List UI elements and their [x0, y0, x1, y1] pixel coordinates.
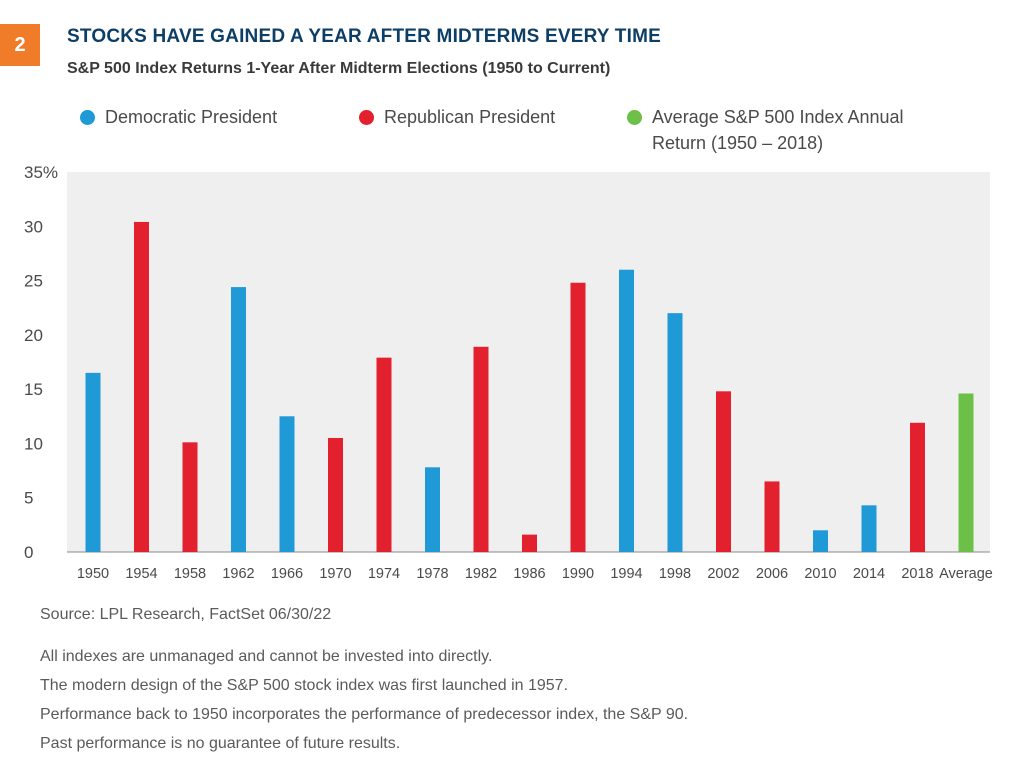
bar-1974 — [376, 357, 392, 552]
legend: Democratic President Republican Presiden… — [0, 104, 1024, 164]
chart-title: STOCKS HAVE GAINED A YEAR AFTER MIDTERMS… — [67, 26, 661, 47]
bar-chart: 35% 30 25 20 15 10 5 0 1950 1954 1958 1962 1966 1970 1… — [24, 163, 993, 582]
x-tick-label: 1982 — [465, 566, 497, 582]
bar-1990 — [570, 282, 586, 552]
bar-1950 — [85, 372, 101, 552]
x-tick-label: 1974 — [368, 566, 400, 582]
chart-number-badge: 2 — [0, 24, 40, 66]
x-tick-label: 1958 — [174, 566, 206, 582]
bar-1994 — [619, 269, 634, 552]
x-tick-label: 1994 — [610, 566, 642, 582]
legend-item-republican: Republican President — [359, 104, 555, 130]
x-tick-label: 1978 — [416, 566, 448, 582]
legend-label-average: Average S&P 500 Index Annual Return (195… — [652, 107, 904, 153]
legend-item-average: Average S&P 500 Index Annual Return (195… — [627, 104, 904, 156]
legend-swatch-democratic — [80, 110, 95, 125]
bar-2006 — [764, 481, 780, 552]
footnote: All indexes are unmanaged and cannot be … — [40, 648, 493, 665]
y-tick-label: 15 — [24, 380, 43, 399]
bar-1998 — [667, 313, 683, 552]
bar-2010 — [813, 530, 828, 552]
bar-2018 — [910, 422, 925, 552]
plot-background — [67, 172, 990, 552]
x-tick-label: 1954 — [125, 566, 157, 582]
chart-area: 35% 30 25 20 15 10 5 0 1950 1954 1958 1962 1966 1970 1… — [0, 160, 1024, 590]
x-tick-label: 1970 — [319, 566, 351, 582]
x-tick-label: 1986 — [513, 566, 545, 582]
x-tick-label: Average — [939, 566, 993, 582]
x-tick-label: 2002 — [707, 566, 739, 582]
bar-1970 — [328, 438, 343, 552]
bar-1986 — [522, 534, 537, 552]
legend-label-republican: Republican President — [384, 107, 556, 127]
x-tick-label: 2010 — [804, 566, 836, 582]
x-tick-label: 1962 — [222, 566, 254, 582]
y-tick-label: 25 — [24, 272, 43, 291]
bar-average — [958, 393, 974, 552]
x-tick-label: 1998 — [659, 566, 691, 582]
bar-1978 — [425, 467, 440, 552]
legend-swatch-republican — [359, 110, 374, 125]
chart-subtitle: S&P 500 Index Returns 1-Year After Midte… — [67, 60, 611, 77]
footnote: The modern design of the S&P 500 stock i… — [40, 677, 569, 694]
y-tick-label: 0 — [24, 543, 33, 562]
x-tick-label: 2014 — [853, 566, 885, 582]
bar-1962 — [231, 287, 246, 552]
bar-1958 — [182, 442, 198, 552]
y-tick-label: 35% — [24, 163, 58, 182]
legend-label-democratic: Democratic President — [105, 107, 278, 127]
bar-2014 — [861, 505, 877, 552]
footnote: Performance back to 1950 incorporates th… — [40, 706, 689, 723]
x-tick-label: 1990 — [562, 566, 594, 582]
bar-1954 — [134, 221, 149, 552]
footnote: Past performance is no guarantee of futu… — [40, 735, 401, 752]
y-tick-label: 30 — [24, 217, 43, 236]
x-tick-label: 2018 — [901, 566, 933, 582]
bar-1982 — [473, 346, 489, 552]
y-tick-label: 10 — [24, 434, 43, 453]
legend-item-democratic: Democratic President — [80, 104, 277, 130]
x-tick-label: 1950 — [77, 566, 109, 582]
bar-1966 — [279, 416, 295, 552]
x-tick-label: 2006 — [756, 566, 788, 582]
source-note: Source: LPL Research, FactSet 06/30/22 — [40, 606, 332, 623]
y-tick-label: 20 — [24, 326, 43, 345]
footnotes: All indexes are unmanaged and cannot be … — [40, 642, 688, 758]
legend-swatch-average — [627, 110, 642, 125]
x-tick-label: 1966 — [271, 566, 303, 582]
bar-2002 — [716, 391, 731, 552]
y-tick-label: 5 — [24, 489, 33, 508]
